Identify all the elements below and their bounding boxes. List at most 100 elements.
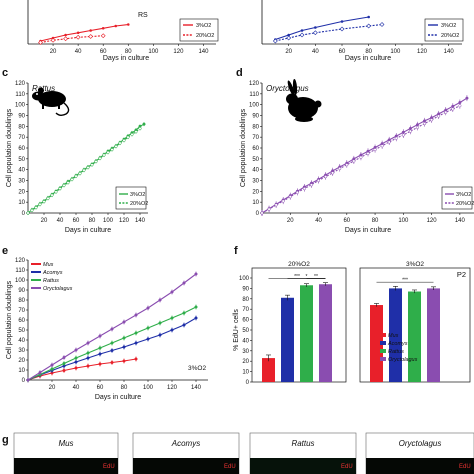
a-data-point (100, 33, 106, 39)
d-data-point (387, 140, 391, 144)
panel-a-series-label: RS (138, 12, 148, 19)
e-data-point (98, 362, 102, 366)
e-series-line-0 (27, 358, 137, 381)
e-data-point (98, 352, 102, 356)
e-y-tick-label: 100 (15, 278, 26, 284)
e-data-point (194, 272, 198, 276)
e-x-tick-label: 100 (143, 385, 154, 391)
c-y-tick-label: 30 (18, 179, 25, 185)
e-data-point (110, 327, 114, 331)
f-legend-swatch (380, 349, 386, 353)
f-bar-rattus (300, 285, 313, 382)
c-y-tick-label: 80 (18, 124, 25, 130)
e-y-tick-label: 80 (18, 298, 25, 304)
b-x-tick-label: 120 (417, 49, 428, 55)
e-data-point (170, 316, 174, 320)
b-data-point (379, 22, 385, 27)
d-data-point (444, 110, 448, 114)
e-data-point (38, 370, 42, 375)
c-y-tick-label: 10 (18, 200, 25, 206)
d-data-point (274, 203, 278, 207)
f-significance-label: ** (314, 274, 318, 280)
panel-g-stain-label-1: EdU (103, 464, 115, 470)
f-bar-acomys (281, 297, 294, 382)
c-data-point (106, 150, 110, 154)
b-data-point (287, 33, 290, 37)
c-data-point (86, 165, 90, 170)
d-data-point (415, 125, 420, 129)
b-x-tick-label: 140 (444, 49, 455, 55)
e-data-point (98, 334, 102, 338)
e-data-point (26, 378, 30, 382)
e-data-point (194, 316, 198, 320)
c-y-tick-label: 40 (18, 168, 25, 174)
c-data-point (130, 132, 134, 137)
d-data-point (338, 167, 342, 171)
panel-a-legend-item-3: 3%O2 (196, 23, 211, 29)
panel-b-plot-area (261, 0, 462, 45)
f-y-tick-label: 50 (242, 328, 249, 334)
panel-b-x-axis-label: Days in culture (345, 55, 391, 62)
e-data-point (194, 305, 198, 309)
d-x-tick-label: 140 (455, 218, 466, 224)
e-data-point (158, 333, 162, 337)
d-legend-item: 3%O2 (456, 192, 471, 198)
f-legend-item: Mus (388, 333, 399, 339)
c-y-tick-label: 0 (22, 211, 26, 217)
b-data-point (314, 26, 317, 29)
d-y-tick-label: 90 (252, 114, 259, 120)
c-series-line-1 (27, 128, 141, 214)
c-data-point (94, 159, 98, 164)
b-series-line-1 (275, 23, 383, 42)
a-x-tick-label: 40 (75, 49, 82, 55)
c-data-point (98, 156, 102, 160)
f-bar-oryctolagus (427, 288, 440, 382)
e-x-tick-label: 20 (49, 385, 56, 391)
d-x-axis-label: Days in culture (345, 227, 391, 234)
b-x-tick-label: 80 (365, 49, 372, 55)
panel-c-letter: c (2, 67, 8, 79)
e-data-point (110, 341, 114, 345)
c-data-point (46, 196, 50, 200)
e-legend-item: Mus (43, 262, 54, 268)
e-y-tick-label: 50 (18, 328, 25, 334)
d-data-point (373, 148, 377, 152)
c-chart-title: Rattus (32, 84, 55, 93)
e-data-point (62, 361, 66, 366)
c-data-point (66, 181, 70, 185)
c-y-tick-label: 70 (18, 135, 25, 141)
f-y-tick-label: 0 (246, 380, 250, 386)
c-data-point (70, 177, 74, 181)
panel-g-image-strip: Mus Acomys Rattus Oryctolagus EdU EdU Ed… (13, 432, 474, 474)
a-data-point (76, 31, 80, 35)
e-legend-item: Acomys (42, 270, 63, 276)
panel-g-stain-label-4: EdU (459, 464, 471, 470)
e-data-point (122, 320, 126, 324)
a-data-point (126, 23, 130, 26)
d-data-point (401, 133, 405, 137)
e-data-point (170, 290, 174, 294)
d-y-tick-label: 20 (252, 189, 259, 195)
panel-f-bar-charts: % EdU+ cells 20%O2 0 10 20 30 40 50 60 70 80 90 100 *… (233, 261, 471, 386)
panel-a-plot-area (27, 0, 216, 45)
c-data-point (38, 202, 42, 206)
panel-c-chart: 0 10 20 30 40 50 60 70 80 90 100 110 120 20 40 60 80 100 1… (6, 81, 148, 234)
d-data-point (324, 175, 328, 179)
d-data-point (352, 159, 356, 163)
panel-g-species-rattus: Rattus (291, 439, 314, 448)
b-x-tick-label: 20 (285, 49, 292, 55)
panel-b-legend-item-3: 3%O2 (441, 23, 456, 29)
c-data-point (134, 130, 138, 134)
c-data-point (62, 183, 66, 187)
e-data-point (98, 346, 102, 350)
panel-g-species-mus: Mus (58, 439, 73, 448)
e-data-point (50, 363, 54, 367)
b-data-point (340, 20, 344, 23)
e-y-tick-label: 20 (18, 358, 25, 364)
c-data-point (110, 148, 114, 152)
e-data-point (146, 337, 150, 341)
e-legend-item: Oryctolagus (43, 286, 73, 292)
f-legend-swatch (380, 341, 386, 345)
f-legend-swatch (380, 333, 386, 337)
panel-d-letter: d (236, 67, 243, 79)
